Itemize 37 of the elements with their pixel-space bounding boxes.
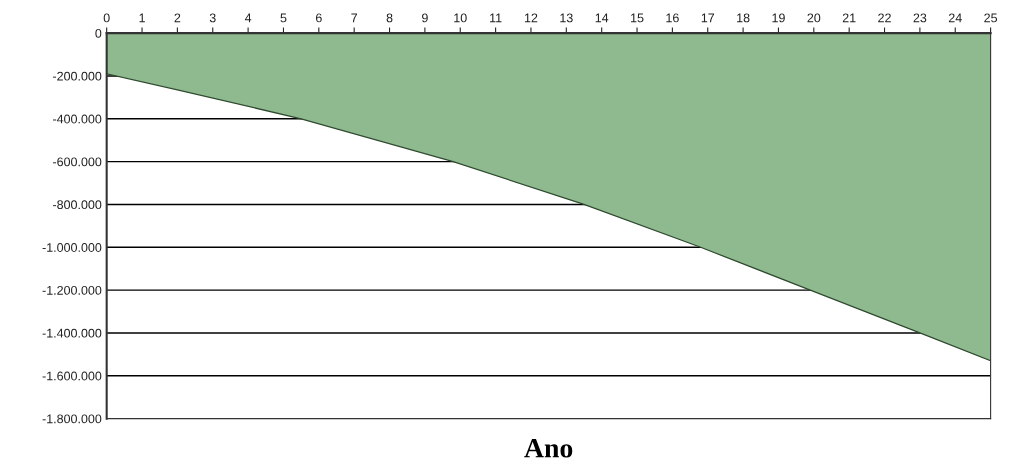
y-tick-label: -1.000.000 bbox=[42, 243, 102, 252]
x-tick-label: 14 bbox=[595, 13, 609, 23]
x-tick-label: 12 bbox=[524, 13, 538, 23]
x-tick-label: 18 bbox=[737, 13, 750, 23]
x-tick-label: 13 bbox=[560, 13, 573, 23]
x-tick-label: 22 bbox=[878, 13, 891, 23]
x-tick-label: 8 bbox=[386, 13, 393, 23]
y-tick-label: -1.800.000 bbox=[42, 414, 102, 424]
x-tick-label: 6 bbox=[315, 13, 322, 23]
x-tick-label: 3 bbox=[209, 13, 216, 23]
x-tick-label: 1 bbox=[139, 13, 145, 23]
x-tick-label: 10 bbox=[454, 13, 467, 23]
x-tick-label: 25 bbox=[984, 13, 998, 23]
x-tick-label: 11 bbox=[490, 13, 502, 23]
x-tick-label: 20 bbox=[807, 13, 821, 23]
x-tick-label: 16 bbox=[666, 13, 679, 23]
x-tick-label: 23 bbox=[913, 13, 927, 23]
y-tick-label: 0 bbox=[95, 28, 102, 38]
x-tick-label: 17 bbox=[701, 13, 715, 23]
y-tick-label: -600.000 bbox=[53, 157, 102, 167]
x-tick-label: 7 bbox=[351, 13, 358, 23]
y-tick-label: -200.000 bbox=[53, 71, 102, 81]
x-tick-label: 4 bbox=[244, 13, 252, 23]
x-tick-label: 2 bbox=[174, 13, 181, 23]
y-tick-label: -1.400.000 bbox=[42, 328, 102, 338]
y-tick-label: -400.000 bbox=[53, 114, 102, 124]
y-tick-label: -1.600.000 bbox=[42, 371, 102, 381]
x-tick-label: 21 bbox=[842, 13, 856, 23]
x-tick-label: 24 bbox=[948, 13, 962, 23]
x-tick-label: 15 bbox=[631, 13, 644, 23]
x-tick-label: 5 bbox=[280, 13, 287, 23]
y-tick-label: -1.200.000 bbox=[42, 285, 102, 295]
x-tick-label: 19 bbox=[772, 13, 785, 23]
x-axis-title: Ano bbox=[524, 438, 573, 458]
x-tick-label: 0 bbox=[103, 13, 110, 23]
x-tick-label: 9 bbox=[422, 13, 428, 23]
y-tick-label: -800.000 bbox=[53, 200, 102, 210]
